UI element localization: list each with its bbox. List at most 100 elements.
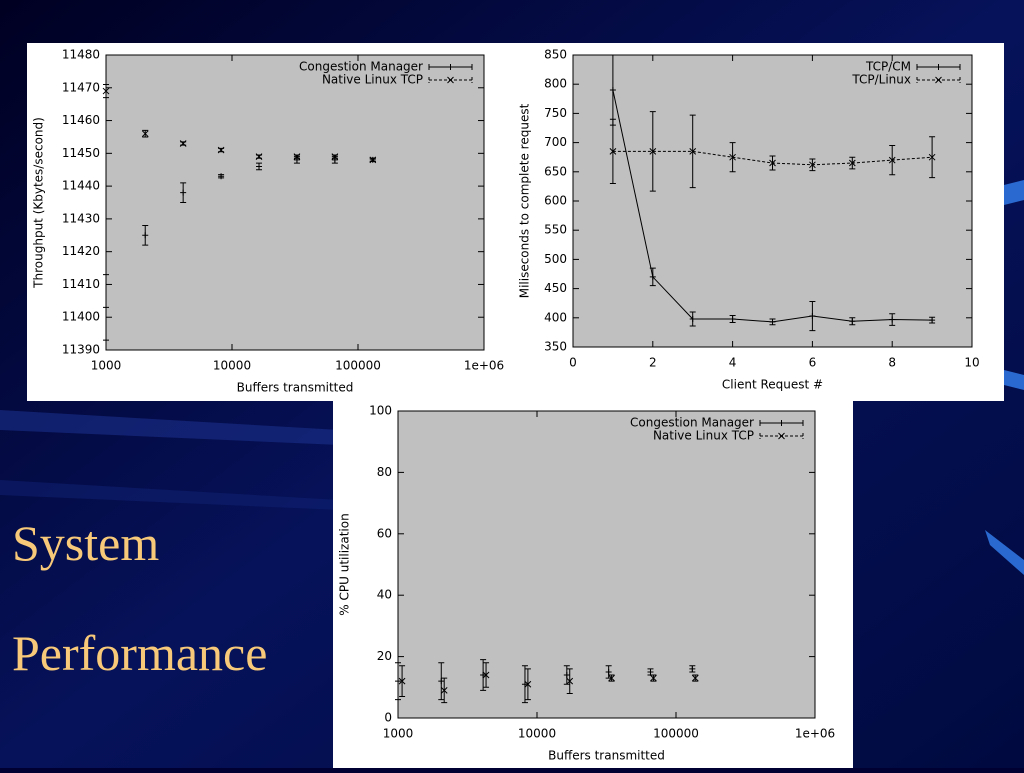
y-tick-label: 550	[544, 223, 567, 237]
y-tick-label: 11470	[62, 80, 100, 94]
x-tick-label: 4	[729, 356, 737, 370]
x-axis-label: Buffers transmitted	[548, 749, 665, 763]
data-point	[769, 318, 776, 325]
data-point	[649, 148, 657, 155]
legend-marker	[935, 76, 942, 84]
data-point	[650, 674, 657, 682]
y-tick-label: 11390	[62, 343, 100, 357]
data-point	[180, 189, 187, 196]
data-point	[889, 316, 896, 323]
streak	[1004, 180, 1024, 205]
y-tick-label: 11420	[62, 244, 100, 258]
y-tick-label: 850	[544, 48, 567, 62]
data-point	[142, 232, 149, 239]
x-tick-label: 0	[569, 356, 577, 370]
data-point	[809, 161, 816, 169]
data-point	[605, 668, 612, 675]
data-point	[395, 678, 401, 685]
data-point	[691, 674, 699, 682]
streak	[1004, 370, 1024, 390]
data-point	[179, 140, 187, 147]
x-tick-label: 100000	[335, 359, 381, 373]
y-tick-label: 11410	[62, 277, 100, 291]
data-point	[566, 677, 574, 685]
data-point	[849, 318, 856, 325]
y-tick-label: 500	[544, 252, 567, 266]
y-tick-label: 60	[377, 526, 392, 540]
data-point	[809, 313, 816, 320]
x-tick-label: 1e+06	[464, 359, 504, 373]
data-point	[649, 273, 656, 280]
data-point	[369, 156, 377, 164]
x-axis-label: Buffers transmitted	[237, 381, 354, 395]
data-point	[848, 159, 856, 167]
y-tick-label: 600	[544, 194, 567, 208]
data-point	[888, 156, 896, 164]
x-tick-label: 2	[649, 356, 657, 370]
data-point	[729, 153, 736, 161]
y-tick-label: 650	[544, 164, 567, 178]
data-point	[689, 665, 696, 672]
data-point	[482, 671, 490, 679]
y-tick-label: 40	[377, 588, 392, 602]
data-point	[256, 163, 263, 170]
y-tick-label: 400	[544, 310, 567, 324]
legend-label: TCP/Linux	[851, 73, 911, 87]
x-tick-label: 6	[809, 356, 817, 370]
data-point	[521, 681, 528, 688]
data-point	[647, 668, 654, 675]
y-tick-label: 450	[544, 281, 567, 295]
y-axis-label: Miliseconds to complete request	[518, 103, 532, 298]
y-tick-label: 100	[369, 404, 392, 418]
legend-label: Congestion Manager	[299, 60, 423, 74]
streak	[0, 410, 340, 445]
legend-marker	[778, 432, 785, 440]
data-point	[928, 153, 936, 161]
data-point	[689, 315, 696, 322]
y-tick-label: 11450	[62, 146, 100, 160]
y-tick-label: 20	[377, 649, 392, 663]
y-axis-label: Throughput (Kbytes/second)	[32, 117, 46, 289]
data-point	[689, 148, 697, 155]
y-tick-label: 700	[544, 135, 567, 149]
x-tick-label: 10	[964, 356, 979, 370]
x-tick-label: 10000	[213, 359, 251, 373]
y-tick-label: 11480	[62, 48, 100, 62]
x-axis-label: Client Request #	[722, 378, 823, 392]
y-tick-label: 11460	[62, 113, 100, 127]
data-point	[103, 304, 109, 311]
x-tick-label: 1000	[91, 359, 122, 373]
data-point	[608, 674, 615, 682]
y-tick-label: 11400	[62, 310, 100, 324]
data-point	[218, 173, 225, 180]
plot-area	[105, 54, 485, 351]
plot-area	[397, 410, 816, 719]
legend-label: Native Linux TCP	[653, 429, 754, 443]
data-point	[609, 87, 616, 94]
legend-marker	[935, 64, 942, 70]
y-axis-label: % CPU utilization	[338, 513, 352, 615]
data-point	[563, 672, 570, 679]
y-tick-label: 80	[377, 465, 392, 479]
streak	[985, 530, 1024, 575]
data-point	[102, 87, 110, 95]
y-tick-label: 350	[544, 340, 567, 354]
data-point	[398, 677, 406, 685]
data-point	[331, 153, 339, 160]
legend-label: Congestion Manager	[630, 416, 754, 430]
x-tick-label: 10000	[518, 727, 556, 741]
data-point	[141, 130, 149, 138]
y-tick-label: 750	[544, 106, 567, 120]
data-point	[480, 672, 487, 679]
data-point	[929, 317, 936, 324]
x-tick-label: 8	[888, 356, 896, 370]
slide-title: Performance	[12, 625, 267, 681]
x-tick-label: 1e+06	[795, 727, 835, 741]
data-point	[255, 153, 263, 160]
data-point	[217, 146, 225, 154]
x-tick-label: 1000	[383, 727, 414, 741]
data-point	[609, 148, 617, 155]
legend-marker	[778, 420, 785, 426]
legend-label: TCP/CM	[865, 60, 911, 74]
